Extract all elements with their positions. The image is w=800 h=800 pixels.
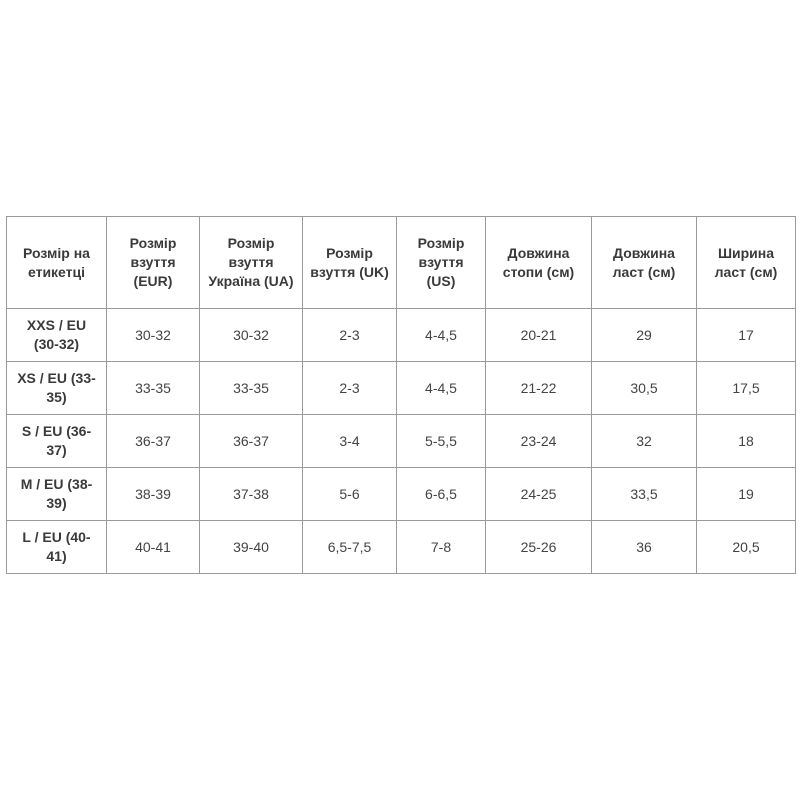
table-row: S / EU (36-37) 36-37 36-37 3-4 5-5,5 23-24 32 1… xyxy=(6,414,796,468)
cell-shoe-size-uk: 2-3 xyxy=(302,361,397,415)
cell-shoe-size-ua: 30-32 xyxy=(199,308,303,362)
cell-foot-length: 23-24 xyxy=(485,414,592,468)
cell-shoe-size-eur: 30-32 xyxy=(106,308,200,362)
header-label-size: Розмір на етикетці xyxy=(6,216,107,309)
cell-shoe-size-eur: 33-35 xyxy=(106,361,200,415)
cell-fin-width: 17 xyxy=(696,308,796,362)
cell-fin-length: 32 xyxy=(591,414,697,468)
table-row: L / EU (40-41) 40-41 39-40 6,5-7,5 7-8 25-26 3… xyxy=(6,520,796,574)
cell-shoe-size-uk: 3-4 xyxy=(302,414,397,468)
cell-shoe-size-eur: 38-39 xyxy=(106,467,200,521)
cell-foot-length: 25-26 xyxy=(485,520,592,574)
cell-foot-length: 20-21 xyxy=(485,308,592,362)
cell-foot-length: 21-22 xyxy=(485,361,592,415)
cell-label-size: XS / EU (33-35) xyxy=(6,361,107,415)
table-row: XS / EU (33-35) 33-35 33-35 2-3 4-4,5 21-22 30… xyxy=(6,361,796,415)
cell-shoe-size-us: 4-4,5 xyxy=(396,361,486,415)
cell-shoe-size-uk: 5-6 xyxy=(302,467,397,521)
cell-fin-width: 20,5 xyxy=(696,520,796,574)
cell-fin-width: 19 xyxy=(696,467,796,521)
size-chart-table: Розмір на етикетці Розмір взуття (EUR) Роз… xyxy=(6,216,796,574)
cell-shoe-size-eur: 40-41 xyxy=(106,520,200,574)
header-fin-length: Довжина ласт (см) xyxy=(591,216,697,309)
table-row: M / EU (38-39) 38-39 37-38 5-6 6-6,5 24-25 33,… xyxy=(6,467,796,521)
header-shoe-size-eur: Розмір взуття (EUR) xyxy=(106,216,200,309)
cell-label-size: S / EU (36-37) xyxy=(6,414,107,468)
header-fin-width: Ширина ласт (см) xyxy=(696,216,796,309)
cell-fin-width: 17,5 xyxy=(696,361,796,415)
cell-label-size: M / EU (38-39) xyxy=(6,467,107,521)
cell-shoe-size-uk: 6,5-7,5 xyxy=(302,520,397,574)
cell-fin-length: 30,5 xyxy=(591,361,697,415)
cell-shoe-size-ua: 36-37 xyxy=(199,414,303,468)
header-shoe-size-us: Розмір взуття (US) xyxy=(396,216,486,309)
cell-fin-length: 29 xyxy=(591,308,697,362)
cell-shoe-size-ua: 39-40 xyxy=(199,520,303,574)
cell-shoe-size-us: 7-8 xyxy=(396,520,486,574)
cell-shoe-size-ua: 33-35 xyxy=(199,361,303,415)
cell-shoe-size-ua: 37-38 xyxy=(199,467,303,521)
cell-fin-length: 33,5 xyxy=(591,467,697,521)
cell-fin-width: 18 xyxy=(696,414,796,468)
cell-label-size: XXS / EU (30-32) xyxy=(6,308,107,362)
cell-shoe-size-us: 6-6,5 xyxy=(396,467,486,521)
cell-label-size: L / EU (40-41) xyxy=(6,520,107,574)
header-foot-length: Довжина стопи (см) xyxy=(485,216,592,309)
header-shoe-size-ua: Розмір взуття Україна (UA) xyxy=(199,216,303,309)
table-row: XXS / EU (30-32) 30-32 30-32 2-3 4-4,5 20-21 2… xyxy=(6,308,796,362)
cell-shoe-size-uk: 2-3 xyxy=(302,308,397,362)
cell-shoe-size-eur: 36-37 xyxy=(106,414,200,468)
cell-fin-length: 36 xyxy=(591,520,697,574)
cell-shoe-size-us: 5-5,5 xyxy=(396,414,486,468)
cell-foot-length: 24-25 xyxy=(485,467,592,521)
cell-shoe-size-us: 4-4,5 xyxy=(396,308,486,362)
header-shoe-size-uk: Розмір взуття (UK) xyxy=(302,216,397,309)
header-row: Розмір на етикетці Розмір взуття (EUR) Роз… xyxy=(6,216,796,309)
